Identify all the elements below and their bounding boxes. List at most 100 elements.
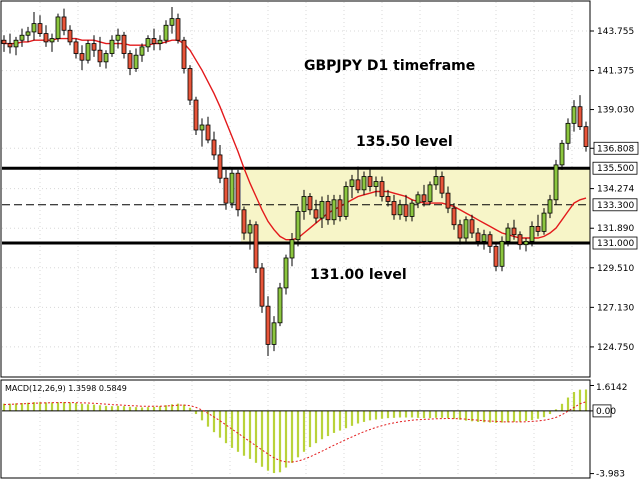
candle-bullish bbox=[49, 33, 55, 52]
candle-bearish bbox=[487, 231, 493, 253]
candle-body bbox=[559, 142, 565, 166]
candle-body bbox=[355, 179, 361, 191]
candle-body bbox=[115, 34, 121, 41]
candle-body bbox=[499, 240, 505, 267]
candle-bearish bbox=[367, 168, 373, 192]
candle-body bbox=[139, 46, 145, 56]
candle-bullish bbox=[529, 221, 535, 247]
candle-body bbox=[403, 204, 409, 217]
candle-body bbox=[283, 257, 289, 289]
moving-average-line bbox=[4, 37, 587, 241]
candle-body bbox=[373, 181, 379, 187]
candle-bearish bbox=[223, 169, 229, 210]
candle-bearish bbox=[67, 25, 73, 46]
current-price-box bbox=[593, 141, 639, 155]
y-axis-tick-label: 143.755 bbox=[597, 27, 634, 37]
level-price-box bbox=[592, 161, 638, 175]
candle-body bbox=[523, 240, 529, 246]
y-axis-tick-label: 141.375 bbox=[597, 67, 634, 77]
candle-body bbox=[367, 176, 373, 187]
candle-bullish bbox=[301, 189, 307, 220]
candle-bearish bbox=[337, 194, 343, 222]
candle-body bbox=[97, 49, 103, 63]
candle-bullish bbox=[25, 26, 31, 42]
candle-body bbox=[67, 29, 73, 43]
macd-signal-line bbox=[3, 401, 587, 463]
candle-bearish bbox=[475, 228, 481, 247]
candle-bullish bbox=[427, 181, 433, 205]
candle-body bbox=[325, 201, 331, 221]
candle-body bbox=[13, 39, 19, 48]
candle-body bbox=[199, 124, 205, 131]
candle-body bbox=[349, 179, 355, 187]
candle-body bbox=[391, 201, 397, 216]
candle-body bbox=[271, 322, 277, 345]
candle-bearish bbox=[175, 13, 181, 44]
candle-bullish bbox=[139, 43, 145, 62]
candle-bearish bbox=[235, 169, 241, 217]
candle-body bbox=[109, 39, 115, 54]
candle-body bbox=[235, 172, 241, 211]
macd-axis-tick-label: 0.00 bbox=[596, 407, 616, 417]
candle-bullish bbox=[31, 11, 37, 41]
candle-body bbox=[181, 39, 187, 69]
candle-bearish bbox=[517, 231, 523, 250]
candle-bearish bbox=[403, 194, 409, 222]
candle-body bbox=[217, 154, 223, 179]
candle-bullish bbox=[565, 118, 571, 150]
candle-body bbox=[457, 224, 463, 239]
candle-body bbox=[385, 196, 391, 202]
candle-body bbox=[289, 239, 295, 259]
candle-bullish bbox=[571, 100, 577, 132]
y-axis-tick-label: 124.750 bbox=[597, 343, 634, 353]
candle-bullish bbox=[157, 35, 163, 51]
candle-body bbox=[127, 53, 133, 69]
candle-bullish bbox=[361, 171, 367, 195]
candle-bearish bbox=[73, 38, 79, 59]
candle-bullish bbox=[271, 316, 277, 352]
candle-body bbox=[1, 39, 7, 44]
candle-body bbox=[55, 16, 61, 39]
candle-body bbox=[535, 225, 541, 232]
candle-bearish bbox=[211, 131, 217, 160]
candle-body bbox=[295, 211, 301, 241]
candle-bullish bbox=[319, 196, 325, 229]
candle-bullish bbox=[331, 194, 337, 225]
candle-body bbox=[505, 227, 511, 242]
candle-bullish bbox=[13, 36, 19, 56]
candle-body bbox=[37, 23, 43, 34]
candle-body bbox=[379, 181, 385, 197]
candle-body bbox=[511, 227, 517, 236]
macd-pane-frame bbox=[0, 379, 591, 479]
candle-body bbox=[241, 209, 247, 234]
candle-body bbox=[193, 99, 199, 131]
candle-body bbox=[553, 164, 559, 201]
candle-body bbox=[337, 199, 343, 217]
candle-bearish bbox=[37, 15, 43, 37]
candle-body bbox=[253, 224, 259, 269]
candle-bullish bbox=[19, 28, 25, 47]
candle-body bbox=[247, 224, 253, 234]
y-axis-tick-label: 129.510 bbox=[597, 264, 634, 274]
macd-axis-tick-label: 1.6142 bbox=[596, 383, 628, 393]
candle-bearish bbox=[265, 296, 271, 357]
candle-body bbox=[49, 38, 55, 43]
candle-body bbox=[259, 267, 265, 307]
candle-body bbox=[205, 124, 211, 141]
level-price-label: 135.500 bbox=[597, 164, 634, 174]
candle-body bbox=[79, 53, 85, 61]
candle-bullish bbox=[373, 176, 379, 197]
candle-body bbox=[565, 122, 571, 144]
candle-bearish bbox=[379, 176, 385, 202]
candle-bearish bbox=[385, 189, 391, 207]
candle-body bbox=[31, 23, 37, 33]
candle-bearish bbox=[187, 65, 193, 106]
candle-bullish bbox=[247, 219, 253, 250]
candle-body bbox=[121, 34, 127, 54]
candle-body bbox=[439, 176, 445, 194]
candle-bearish bbox=[355, 166, 361, 194]
candle-bearish bbox=[121, 31, 127, 59]
candle-bullish bbox=[109, 35, 115, 57]
candle-bullish bbox=[199, 118, 205, 147]
